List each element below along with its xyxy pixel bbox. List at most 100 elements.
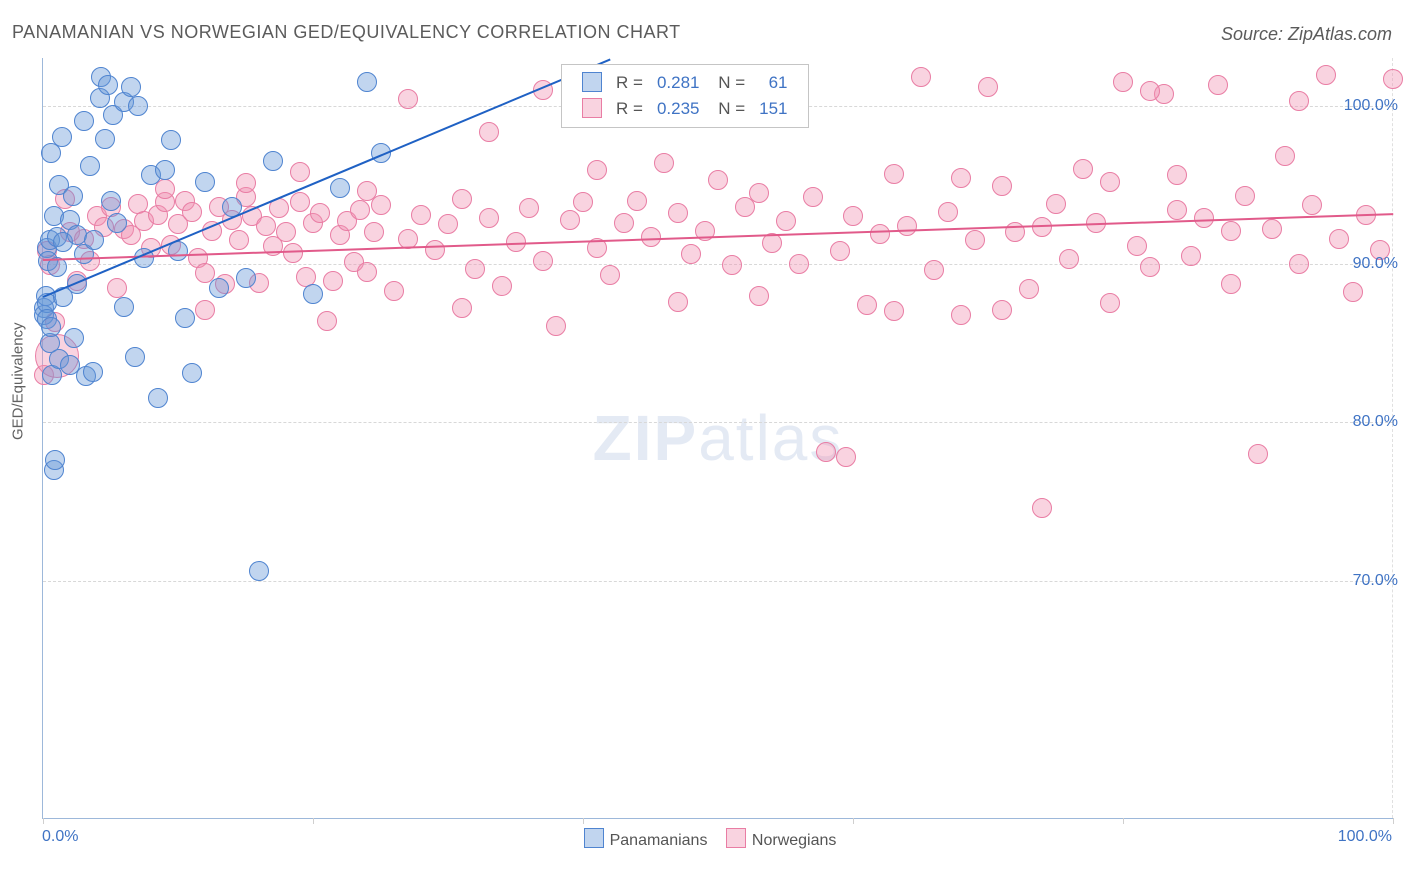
point-norwegian — [1289, 254, 1309, 274]
point-norwegian — [364, 222, 384, 242]
point-norwegian — [357, 181, 377, 201]
point-norwegian — [283, 243, 303, 263]
point-panamanian — [80, 156, 100, 176]
point-norwegian — [573, 192, 593, 212]
point-norwegian — [951, 168, 971, 188]
point-norwegian — [1235, 186, 1255, 206]
point-norwegian — [1262, 219, 1282, 239]
point-norwegian — [465, 259, 485, 279]
point-panamanian — [155, 160, 175, 180]
point-panamanian — [63, 186, 83, 206]
y-tick-label: 90.0% — [1353, 255, 1398, 273]
axis-right — [1392, 58, 1393, 818]
point-norwegian — [857, 295, 877, 315]
point-norwegian — [195, 300, 215, 320]
point-panamanian — [98, 75, 118, 95]
point-norwegian — [1140, 81, 1160, 101]
point-panamanian — [357, 72, 377, 92]
point-panamanian — [161, 130, 181, 150]
rbox-swatch-panamanians — [582, 72, 602, 92]
point-panamanian — [52, 127, 72, 147]
point-norwegian — [722, 255, 742, 275]
plot-area: ZIPatlas — [42, 58, 1393, 819]
point-norwegian — [411, 205, 431, 225]
point-norwegian — [398, 89, 418, 109]
point-norwegian — [1140, 257, 1160, 277]
point-panamanian — [148, 388, 168, 408]
point-norwegian — [1167, 165, 1187, 185]
point-norwegian — [425, 240, 445, 260]
point-norwegian — [1113, 72, 1133, 92]
point-norwegian — [749, 183, 769, 203]
point-panamanian — [45, 450, 65, 470]
point-norwegian — [1167, 200, 1187, 220]
point-panamanian — [74, 111, 94, 131]
point-norwegian — [519, 198, 539, 218]
point-norwegian — [182, 202, 202, 222]
point-panamanian — [195, 172, 215, 192]
point-norwegian — [236, 173, 256, 193]
point-norwegian — [479, 122, 499, 142]
point-norwegian — [1302, 195, 1322, 215]
point-norwegian — [229, 230, 249, 250]
point-panamanian — [101, 191, 121, 211]
point-panamanian — [249, 561, 269, 581]
point-norwegian — [884, 301, 904, 321]
point-norwegian — [452, 298, 472, 318]
point-norwegian — [789, 254, 809, 274]
point-panamanian — [182, 363, 202, 383]
point-norwegian — [1019, 279, 1039, 299]
point-panamanian — [83, 362, 103, 382]
point-norwegian — [830, 241, 850, 261]
x-tick-mark — [1393, 818, 1394, 824]
gridline-y — [43, 422, 1393, 423]
r-pan: 0.281 — [651, 71, 706, 95]
point-norwegian — [1329, 229, 1349, 249]
point-panamanian — [125, 347, 145, 367]
point-norwegian — [317, 311, 337, 331]
point-panamanian — [128, 96, 148, 116]
point-norwegian — [1221, 274, 1241, 294]
point-panamanian — [263, 151, 283, 171]
point-norwegian — [708, 170, 728, 190]
point-norwegian — [533, 251, 553, 271]
x-legend: Panamanians Norwegians — [0, 828, 1406, 850]
point-norwegian — [452, 189, 472, 209]
point-panamanian — [64, 328, 84, 348]
point-norwegian — [836, 447, 856, 467]
x-tick-mark — [1123, 818, 1124, 824]
point-norwegian — [438, 214, 458, 234]
correlation-box: R =0.281 N =61 R =0.235 N =151 — [561, 64, 809, 128]
chart-source: Source: ZipAtlas.com — [1221, 24, 1392, 45]
point-norwegian — [290, 162, 310, 182]
point-norwegian — [668, 292, 688, 312]
point-norwegian — [1194, 208, 1214, 228]
point-norwegian — [1208, 75, 1228, 95]
point-norwegian — [546, 316, 566, 336]
n-pan: 61 — [753, 71, 793, 95]
point-norwegian — [992, 300, 1012, 320]
point-norwegian — [107, 278, 127, 298]
point-panamanian — [303, 284, 323, 304]
point-norwegian — [492, 276, 512, 296]
point-norwegian — [1100, 293, 1120, 313]
point-norwegian — [884, 164, 904, 184]
y-tick-label: 100.0% — [1344, 97, 1398, 115]
point-norwegian — [600, 265, 620, 285]
point-panamanian — [95, 129, 115, 149]
point-panamanian — [114, 297, 134, 317]
legend-swatch-norwegians — [726, 828, 746, 848]
point-norwegian — [1248, 444, 1268, 464]
point-panamanian — [330, 178, 350, 198]
point-norwegian — [668, 203, 688, 223]
point-norwegian — [843, 206, 863, 226]
x-tick-mark — [43, 818, 44, 824]
point-norwegian — [951, 305, 971, 325]
point-norwegian — [384, 281, 404, 301]
point-panamanian — [84, 230, 104, 250]
x-tick-mark — [853, 818, 854, 824]
chart-title: PANAMANIAN VS NORWEGIAN GED/EQUIVALENCY … — [12, 22, 681, 43]
point-norwegian — [924, 260, 944, 280]
point-norwegian — [614, 213, 634, 233]
r-nor: 0.235 — [651, 97, 706, 121]
